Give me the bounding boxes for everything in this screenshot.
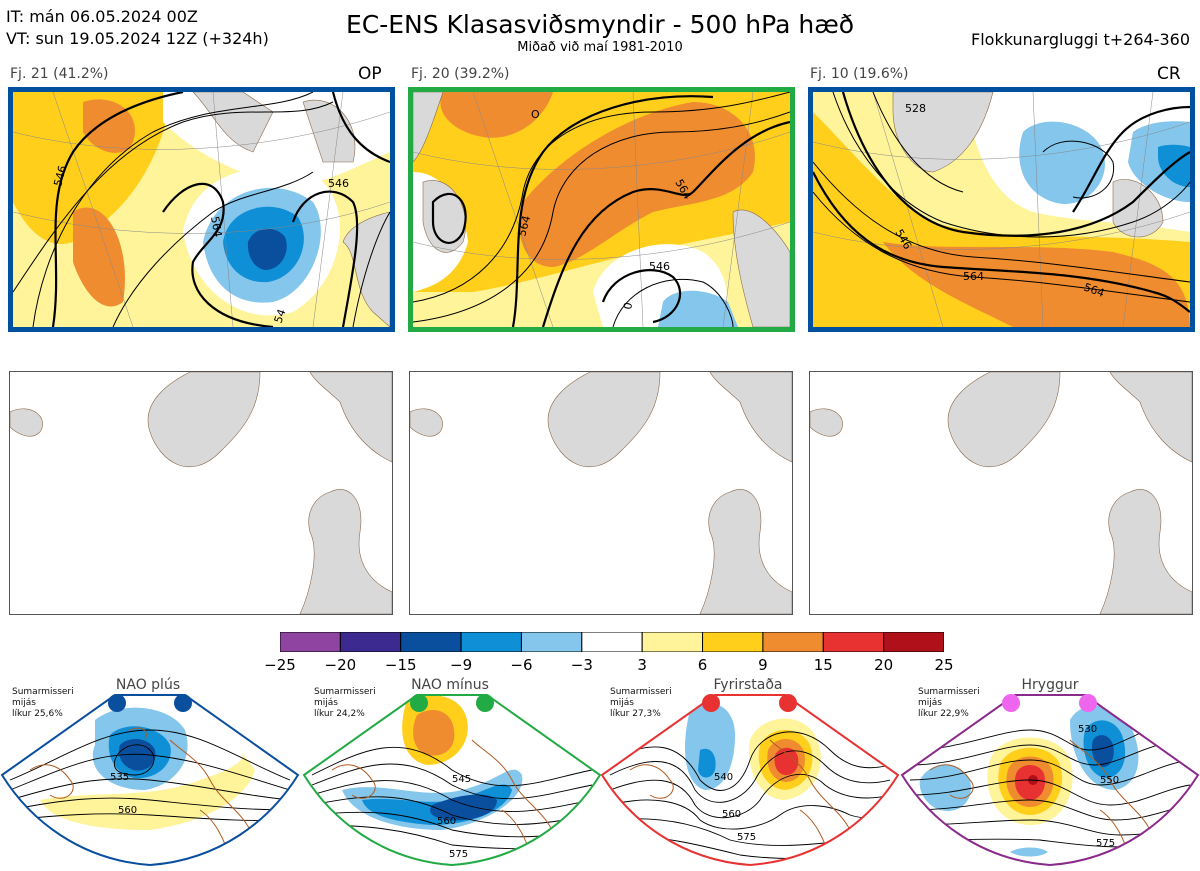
contour-label: 575 — [449, 849, 468, 860]
regime-1-note: Sumarmisseri mijás líkur 25,6% — [12, 687, 74, 719]
cluster-3-tag: CR — [1157, 64, 1181, 84]
cluster-3-map[interactable]: 528 546 564 564 — [808, 87, 1195, 332]
contour-label: 575 — [1096, 838, 1115, 849]
contour-label: 560 — [437, 816, 456, 827]
colorbar-swatch — [339, 631, 402, 653]
anomaly-colorbar — [279, 631, 945, 656]
cluster-1-label: Fj. 21 (41.2%) — [10, 66, 109, 82]
empty-map-3[interactable] — [809, 371, 1193, 615]
contour-label: 540 — [714, 772, 733, 783]
contour-label: O — [531, 108, 540, 121]
colorbar-swatch — [883, 631, 945, 653]
contour-label: 546 — [328, 177, 349, 190]
regime-3-title: Fyrirstaða — [713, 677, 783, 693]
cluster-1-map[interactable]: 546 564 546 54 — [8, 87, 395, 332]
contour-label: 564 — [515, 214, 533, 238]
colorbar-swatch — [822, 631, 885, 653]
colorbar-tick-label: −15 — [384, 656, 417, 674]
initial-time: IT: mán 06.05.2024 00Z — [6, 7, 198, 26]
regime-2-title: NAO mínus — [411, 677, 489, 693]
empty-map-2[interactable] — [409, 371, 793, 615]
contour-label: 546 — [649, 260, 670, 273]
colorbar-tick-label: 25 — [934, 656, 954, 674]
regime-2-map[interactable]: 545 560 575 — [302, 690, 602, 868]
colorbar-swatch — [400, 631, 462, 653]
colorbar-swatch — [641, 631, 704, 653]
contour-label: 564 — [963, 270, 984, 283]
classification-window: Flokkunargluggi t+264-360 — [971, 30, 1190, 49]
regime-1-map[interactable]: 535 560 — [0, 690, 300, 868]
contour-label: 530 — [1078, 724, 1097, 735]
colorbar-swatch — [520, 631, 583, 653]
regime-3-map[interactable]: 540 560 575 — [600, 690, 900, 868]
empty-map-3-land — [810, 372, 1192, 614]
cluster-2-anomaly-field: 564 564 546 0 O — [413, 92, 790, 327]
colorbar-tick-label: −25 — [264, 656, 296, 674]
cluster-3-anomaly-field: 528 546 564 564 — [813, 92, 1190, 327]
contour-label: 560 — [722, 809, 741, 820]
regime-2-note: Sumarmisseri mijás líkur 24,2% — [314, 687, 376, 719]
regime-4-note: Sumarmisseri mijás líkur 22,9% — [918, 687, 980, 719]
colorbar-tick-label: 15 — [813, 656, 833, 674]
colorbar-tick-label: 3 — [637, 656, 647, 674]
regime-4-title: Hryggur — [1021, 677, 1079, 693]
contour-label: 560 — [118, 805, 137, 816]
contour-label: 575 — [737, 832, 756, 843]
colorbar-tick-label: 20 — [874, 656, 894, 674]
contour-label: 550 — [1100, 775, 1119, 786]
colorbar-swatches — [279, 631, 945, 653]
valid-time: VT: sun 19.05.2024 12Z (+324h) — [6, 29, 269, 48]
colorbar-swatch — [460, 631, 522, 653]
contour-label: 545 — [452, 774, 471, 785]
header-info: IT: mán 06.05.2024 00Z VT: sun 19.05.202… — [6, 6, 269, 50]
contour-label: 546 — [51, 164, 69, 188]
cluster-3-label: Fj. 10 (19.6%) — [810, 66, 909, 82]
contour-label: 564 — [208, 215, 224, 238]
colorbar-tick-label: −20 — [324, 656, 357, 674]
contour-label: 528 — [905, 102, 926, 115]
colorbar-tick-label: 6 — [697, 656, 708, 674]
colorbar-tick-label: −9 — [450, 656, 473, 674]
empty-map-1-land — [10, 372, 392, 614]
colorbar-swatch — [702, 631, 764, 653]
contour-label: 0 — [621, 301, 635, 310]
cluster-2-map[interactable]: 564 564 546 0 O — [408, 87, 795, 332]
empty-map-2-land — [410, 372, 792, 614]
contour-label: 54 — [272, 307, 289, 325]
page-subtitle: Miðað við maí 1981-2010 — [517, 40, 683, 55]
cluster-1-tag: OP — [358, 64, 382, 84]
regime-4-map[interactable]: 530 550 575 — [900, 690, 1200, 868]
empty-map-1[interactable] — [9, 371, 393, 615]
page-title: EC-ENS Klasasviðsmyndir - 500 hPa hæð — [345, 10, 855, 39]
colorbar-tick-label: −6 — [510, 656, 533, 674]
contour-label: 535 — [110, 772, 129, 783]
colorbar-tick-label: 9 — [758, 656, 768, 674]
colorbar-tick-label: −3 — [570, 656, 593, 674]
cluster-1-anomaly-field: 546 564 546 54 — [13, 92, 390, 327]
cluster-2-label: Fj. 20 (39.2%) — [411, 66, 510, 82]
regime-1-title: NAO plús — [115, 677, 181, 693]
colorbar-swatch — [581, 631, 643, 653]
colorbar-swatch — [762, 631, 824, 653]
colorbar-swatch — [279, 631, 341, 653]
regime-3-note: Sumarmisseri mijás líkur 27,3% — [610, 687, 672, 719]
